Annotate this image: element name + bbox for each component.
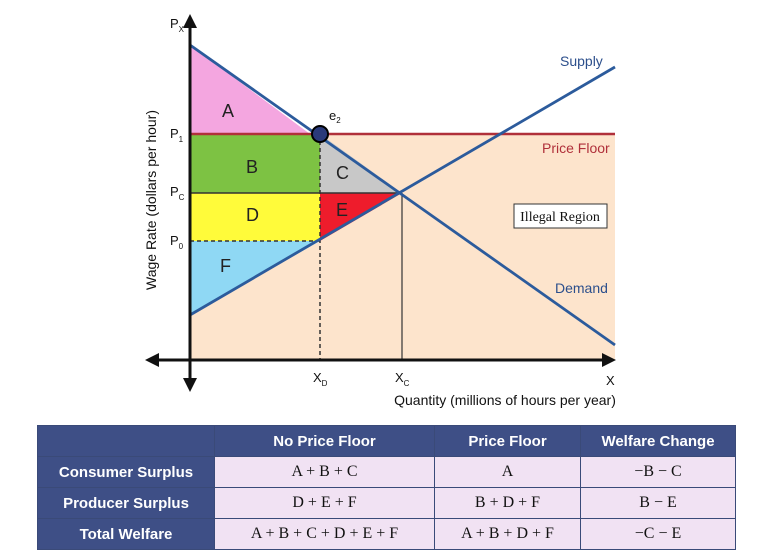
point-e2-marker <box>311 125 329 143</box>
x-axis-arrow-right <box>602 353 616 367</box>
supply-label: Supply <box>560 53 603 69</box>
y-label-p1: P1 <box>170 126 184 144</box>
y-label-px: PX <box>170 16 185 34</box>
region-c-label: C <box>336 163 349 183</box>
region-c <box>320 134 402 193</box>
x-label-x: X <box>606 373 615 388</box>
demand-label: Demand <box>555 280 608 296</box>
x-label-xd: XD <box>313 370 328 388</box>
region-d <box>190 193 320 241</box>
supply-curve <box>189 65 616 317</box>
table-header-row: No Price Floor Price Floor Welfare Chang… <box>37 425 736 457</box>
cell-no-floor: A + B + C <box>214 456 435 488</box>
demand-curve <box>189 43 616 347</box>
table-row: Consumer Surplus A + B + C A −B − C <box>37 456 736 488</box>
region-d-label: D <box>246 205 259 225</box>
table-row: Total Welfare A + B + C + D + E + F A + … <box>37 518 736 550</box>
x-axis-arrow-left <box>145 353 159 367</box>
region-b-label: B <box>246 157 258 177</box>
cell-change: −C − E <box>580 518 736 550</box>
y-label-pc: PC <box>170 184 185 202</box>
cell-change: B − E <box>580 487 736 519</box>
cell-no-floor: A + B + C + D + E + F <box>214 518 435 550</box>
y-axis-title: Wage Rate (dollars per hour) <box>143 110 159 290</box>
cell-floor: A <box>434 456 581 488</box>
x-label-xc: XC <box>395 370 410 388</box>
header-welfare-change: Welfare Change <box>580 425 736 457</box>
row-label: Consumer Surplus <box>37 456 215 488</box>
header-price-floor: Price Floor <box>434 425 581 457</box>
region-b <box>190 134 320 193</box>
region-f-label: F <box>220 256 231 276</box>
y-axis-arrow-bottom <box>183 378 197 392</box>
illegal-region-box <box>513 203 608 229</box>
point-e2-label: e2 <box>329 108 341 125</box>
cell-change: −B − C <box>580 456 736 488</box>
y-axis-arrow-top <box>183 14 197 28</box>
price-floor-label: Price Floor <box>542 140 610 156</box>
region-a-label: A <box>222 101 234 121</box>
cell-floor: A + B + D + F <box>434 518 581 550</box>
y-label-p0: P0 <box>170 233 184 251</box>
row-label: Producer Surplus <box>37 487 215 519</box>
cell-no-floor: D + E + F <box>214 487 435 519</box>
x-axis-title: Quantity (millions of hours per year) <box>394 392 616 408</box>
table-row: Producer Surplus D + E + F B + D + F B −… <box>37 487 736 519</box>
row-label: Total Welfare <box>37 518 215 550</box>
price-floor-diagram: A B C D E F e2 PX P1 PC P0 XD XC X Wage … <box>143 14 616 408</box>
cell-floor: B + D + F <box>434 487 581 519</box>
region-e-label: E <box>336 200 348 220</box>
header-blank <box>37 425 215 457</box>
welfare-table: No Price Floor Price Floor Welfare Chang… <box>37 425 736 550</box>
illegal-region-label: Illegal Region <box>520 210 600 225</box>
header-no-price-floor: No Price Floor <box>214 425 435 457</box>
region-e <box>320 193 402 241</box>
